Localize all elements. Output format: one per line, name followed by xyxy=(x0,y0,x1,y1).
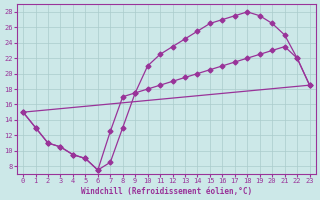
X-axis label: Windchill (Refroidissement éolien,°C): Windchill (Refroidissement éolien,°C) xyxy=(81,187,252,196)
